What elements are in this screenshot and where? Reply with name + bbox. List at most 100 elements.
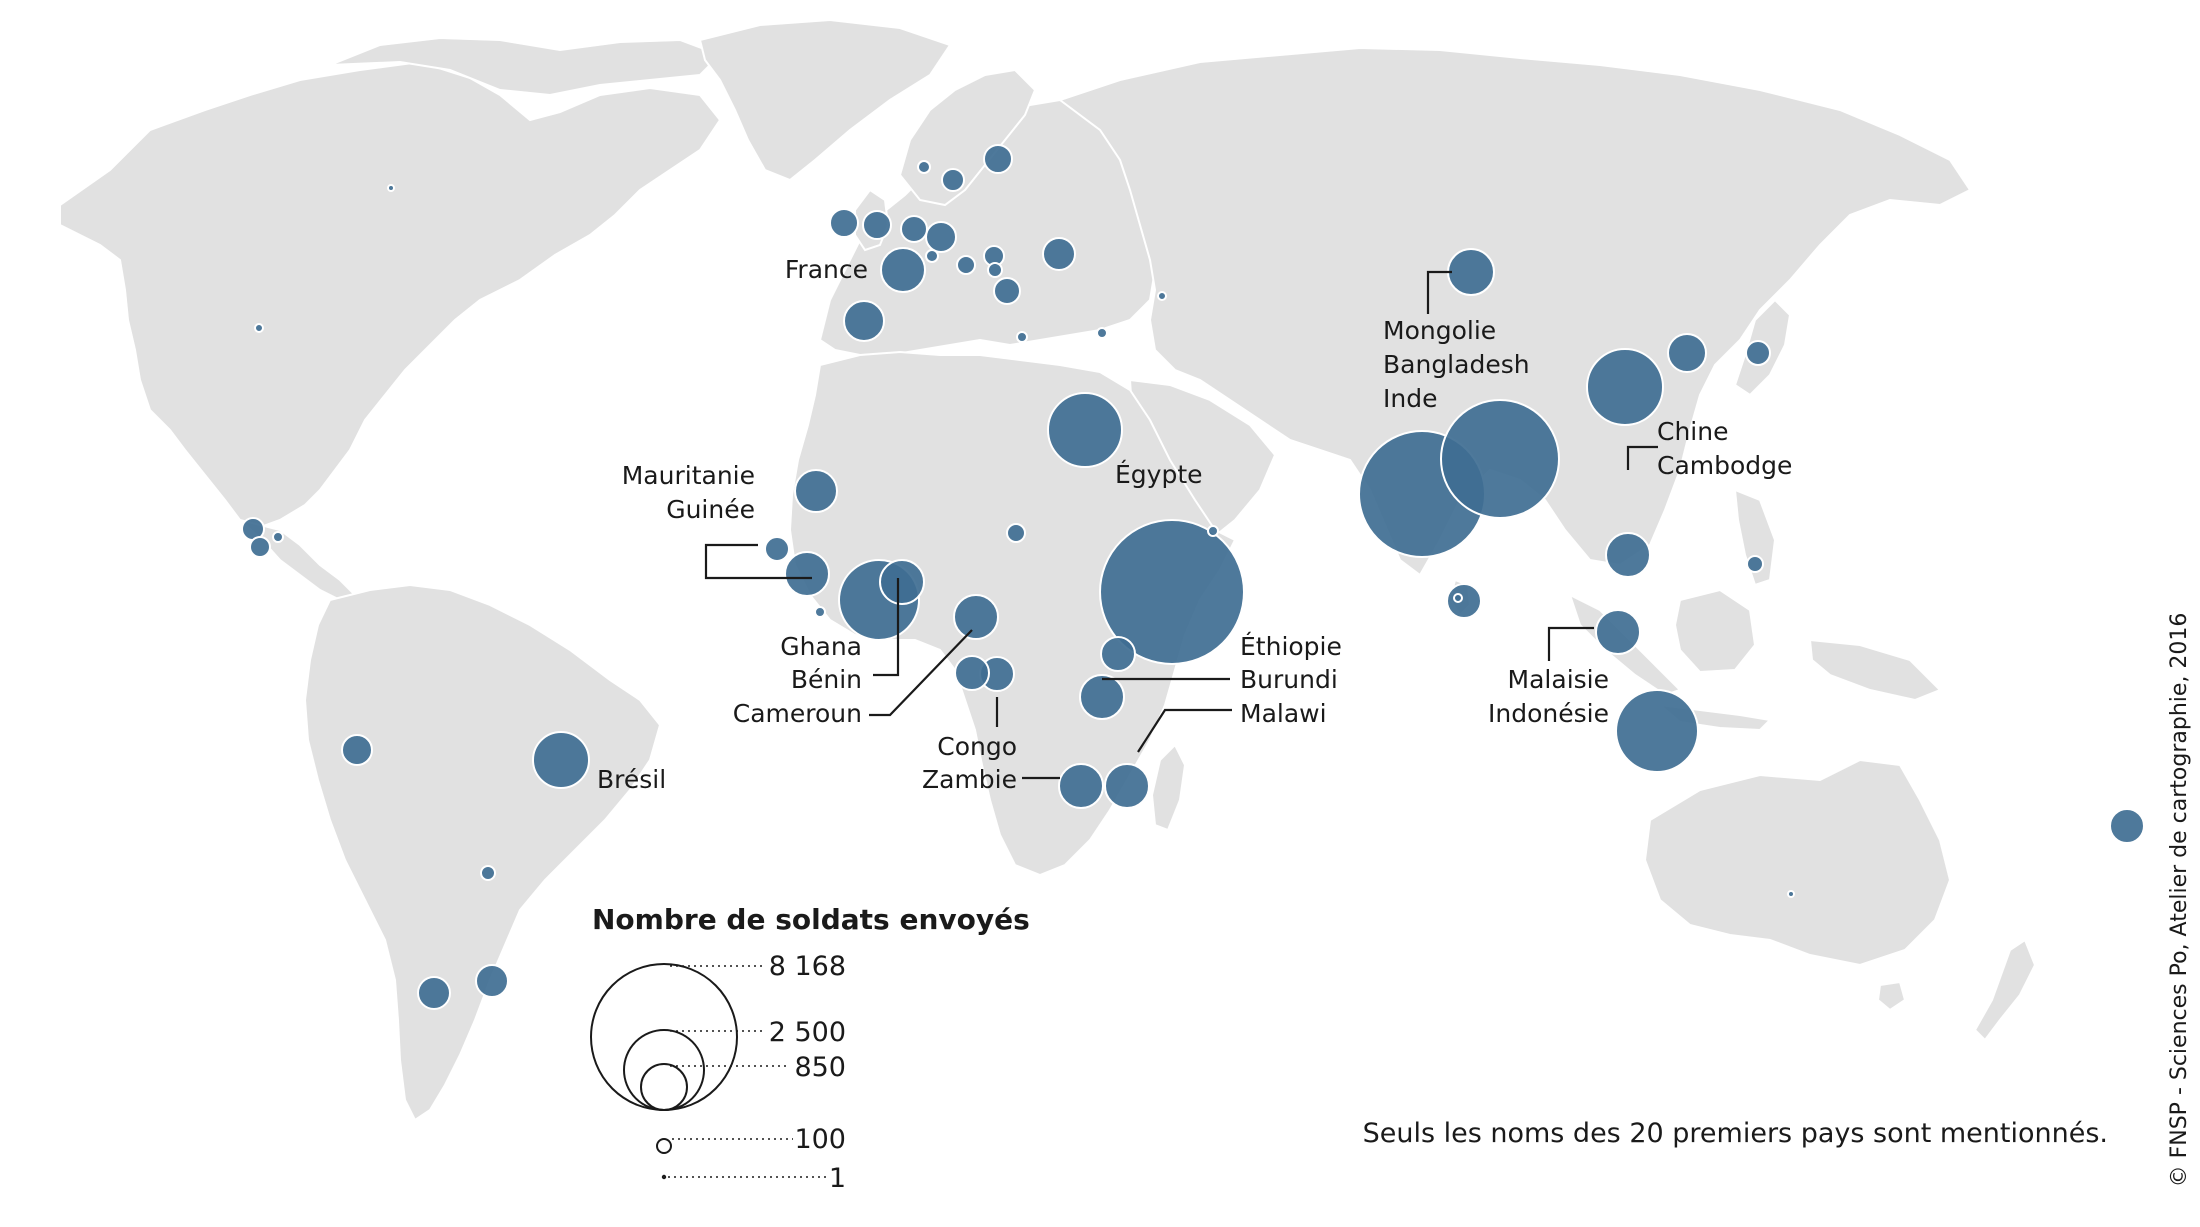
bubble-italie [993, 277, 1021, 305]
bubble-zambie [1058, 763, 1104, 809]
leader-malawi [1137, 708, 1232, 753]
leader-malaisie [1547, 626, 1594, 661]
bubble-argentine [475, 964, 509, 998]
legend-value-8168: 8 168 [769, 951, 846, 982]
bubble-bangladesh [1440, 399, 1560, 519]
bubble-belgique [862, 210, 892, 240]
label-cambodge: Cambodge [1657, 451, 1792, 480]
credit: © FNSP - Sciences Po, Atelier de cartogr… [2167, 613, 2192, 1188]
bubble-usa [254, 323, 264, 333]
land-scandinavia [898, 68, 1037, 207]
bubble-serbie [925, 249, 939, 263]
bubble-fidji [2109, 808, 2145, 844]
label-indonesie: Indonésie [1488, 699, 1609, 728]
label-benin: Bénin [791, 665, 862, 694]
land-australia [1643, 758, 1952, 967]
bubble-cameroun [953, 594, 999, 640]
bubble-burundi [1079, 674, 1125, 720]
bubble-egypte [1047, 392, 1123, 468]
land-tasmania [1876, 980, 1907, 1012]
legend-circle-1 [661, 1174, 667, 1180]
bubble-paraguay [480, 865, 496, 881]
bubble-sri-lanka [1453, 593, 1463, 603]
bubble-ukraine [1042, 237, 1076, 271]
bubble-philippines [1746, 555, 1764, 573]
label-inde: Inde [1383, 384, 1437, 413]
label-burundi: Burundi [1240, 665, 1338, 694]
label-bangladesh: Bangladesh [1383, 350, 1530, 379]
bubble-croatie [956, 255, 976, 275]
leader-lines [704, 270, 1658, 780]
legend-circle-100 [656, 1138, 672, 1154]
label-france: France [785, 255, 868, 284]
leader-mongolie [1426, 270, 1452, 314]
bubble-indonesie [1615, 689, 1699, 773]
label-cameroun: Cameroun [733, 699, 862, 728]
legend-title: Nombre de soldats envoyés [592, 903, 1030, 936]
land-new-zealand [1973, 938, 2037, 1042]
bubble-pays-bas [829, 208, 859, 238]
bubble-chili [417, 976, 451, 1010]
bubble-congo-rdc [954, 655, 990, 691]
bubble-canada [387, 184, 395, 192]
bubble-japon [1745, 340, 1771, 366]
country-labels: France Mongolie Bangladesh Inde Chine Ca… [597, 255, 1792, 794]
bubble-mauritanie [794, 469, 838, 513]
bubble-benin [879, 559, 925, 605]
land-north-america [59, 60, 722, 530]
label-ghana: Ghana [780, 632, 862, 661]
label-chine: Chine [1657, 417, 1728, 446]
bubbles [241, 144, 2145, 1010]
bubble-france [880, 247, 926, 293]
bubble-australie [1787, 890, 1795, 898]
legend-value-100: 100 [794, 1124, 846, 1155]
bubble-slovaquie [987, 262, 1003, 278]
legend-circle-850 [640, 1063, 688, 1111]
bubble-nepal [1446, 583, 1482, 619]
land-africa [788, 350, 1237, 877]
label-ethiopie: Éthiopie [1240, 632, 1342, 661]
legend-circle-2500 [623, 1029, 705, 1111]
bubble-jordanie [1157, 291, 1167, 301]
bubble-cambodge [1605, 532, 1651, 578]
bubble-suede [983, 144, 1013, 174]
land-new-guinea [1808, 638, 1942, 702]
label-mauritanie: Mauritanie [622, 461, 755, 490]
bubble-finlande [941, 168, 965, 192]
bubble-rwanda [1100, 636, 1136, 672]
bubble-honduras [249, 536, 271, 558]
land-madagascar [1150, 743, 1187, 832]
bubble-turquie [1096, 327, 1108, 339]
bubble-salvador [272, 531, 284, 543]
bubble-malawi [1104, 763, 1150, 809]
bubble-tchad [1207, 525, 1219, 537]
leader-benin [873, 578, 900, 677]
label-zambie: Zambie [922, 765, 1017, 794]
bubble-malaisie [1595, 609, 1641, 655]
bubble-irlande [917, 160, 931, 174]
bubble-perou [341, 734, 373, 766]
note: Seuls les noms des 20 premiers pays sont… [1363, 1118, 2108, 1149]
legend-circle-8168 [590, 963, 738, 1111]
leader-cameroun [869, 629, 973, 717]
bubble-sierra-leone [814, 606, 826, 618]
land-greenland [698, 18, 952, 182]
bubble-grece [1016, 331, 1028, 343]
leader-guinee [704, 543, 812, 580]
legend: Nombre de soldats envoyés 8 168 2 500 85… [590, 903, 1030, 1194]
legend-value-850: 850 [794, 1052, 846, 1083]
bubble-mongolie [1447, 248, 1495, 296]
bubble-niger [1006, 523, 1026, 543]
legend-value-1: 1 [829, 1163, 846, 1194]
bubble-senegal [764, 536, 790, 562]
label-congo: Congo [937, 732, 1017, 761]
label-malaisie: Malaisie [1508, 665, 1609, 694]
bubble-chine [1586, 348, 1664, 426]
leader-cambodge [1626, 445, 1658, 470]
bubble-ethiopie [1099, 519, 1245, 665]
bubble-guinee [784, 551, 830, 597]
bubble-allemagne [925, 221, 957, 253]
label-egypte: Égypte [1115, 460, 1203, 489]
land-masses [59, 18, 2037, 1122]
